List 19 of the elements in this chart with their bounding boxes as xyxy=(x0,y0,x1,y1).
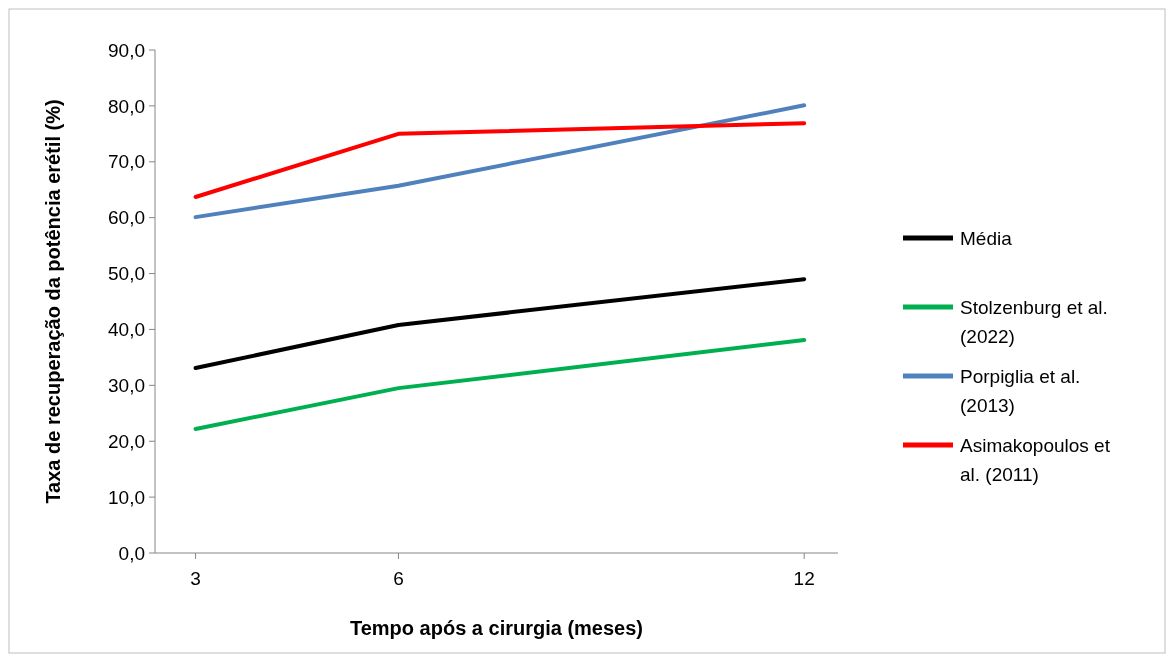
legend-label: Asimakopoulos et al. (2011) xyxy=(960,434,1111,485)
x-tick-label: 6 xyxy=(393,568,404,589)
y-tick-label: 30,0 xyxy=(108,374,145,396)
y-tick-label: 60,0 xyxy=(108,207,145,229)
y-axis-title: Taxa de recuperação da potência erétil (%) xyxy=(42,99,64,504)
legend-label: Stolzenburg et al. (2022) xyxy=(960,296,1108,347)
y-tick-label: 70,0 xyxy=(108,151,145,173)
y-tick-label: 40,0 xyxy=(108,319,145,341)
y-tick-label: 10,0 xyxy=(108,486,145,508)
y-tick-label: 50,0 xyxy=(108,263,145,285)
y-tick-label: 0,0 xyxy=(118,542,145,564)
y-tick-label: 20,0 xyxy=(108,430,145,452)
x-tick-label: 12 xyxy=(793,568,815,589)
x-tick-label: 3 xyxy=(190,568,201,589)
legend-label: Porpiglia et al. (2013) xyxy=(960,365,1081,416)
y-tick-label: 80,0 xyxy=(108,95,145,117)
legend-label: Média xyxy=(960,227,1013,249)
y-tick-label: 90,0 xyxy=(108,39,145,61)
x-axis-title: Tempo após a cirurgia (meses) xyxy=(349,617,644,639)
